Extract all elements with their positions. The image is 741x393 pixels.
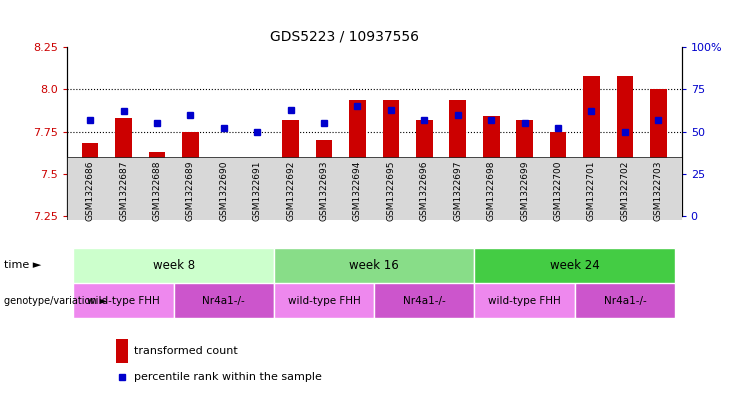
Text: GSM1322698: GSM1322698 xyxy=(487,160,496,221)
Bar xyxy=(149,152,165,216)
Bar xyxy=(382,99,399,216)
Text: GSM1322702: GSM1322702 xyxy=(620,160,629,221)
Bar xyxy=(116,339,128,362)
Text: GSM1322693: GSM1322693 xyxy=(319,160,328,221)
Text: transformed count: transformed count xyxy=(134,346,238,356)
Text: week 16: week 16 xyxy=(349,259,399,272)
Bar xyxy=(483,116,499,216)
Bar xyxy=(349,99,366,216)
Bar xyxy=(474,248,675,283)
Text: GDS5223 / 10937556: GDS5223 / 10937556 xyxy=(270,29,419,43)
Text: GSM1322690: GSM1322690 xyxy=(219,160,228,221)
Bar xyxy=(575,283,675,318)
Bar xyxy=(274,248,474,283)
Text: wild-type FHH: wild-type FHH xyxy=(87,296,160,306)
Text: GSM1322703: GSM1322703 xyxy=(654,160,662,221)
Text: GSM1322697: GSM1322697 xyxy=(453,160,462,221)
Text: GSM1322689: GSM1322689 xyxy=(186,160,195,221)
Bar xyxy=(216,160,232,216)
Bar xyxy=(650,90,667,216)
Text: wild-type FHH: wild-type FHH xyxy=(488,296,561,306)
Text: week 24: week 24 xyxy=(550,259,599,272)
Bar xyxy=(416,120,433,216)
Text: time ►: time ► xyxy=(4,260,41,270)
Bar xyxy=(474,283,575,318)
Bar xyxy=(282,120,299,216)
Bar xyxy=(182,132,199,216)
Bar xyxy=(316,140,333,216)
Text: GSM1322688: GSM1322688 xyxy=(153,160,162,221)
Bar xyxy=(449,99,466,216)
Text: GSM1322700: GSM1322700 xyxy=(554,160,562,221)
Text: GSM1322694: GSM1322694 xyxy=(353,160,362,221)
Bar xyxy=(73,283,173,318)
Text: GSM1322699: GSM1322699 xyxy=(520,160,529,221)
Bar xyxy=(249,201,265,216)
Text: GSM1322695: GSM1322695 xyxy=(386,160,396,221)
Bar xyxy=(274,283,374,318)
Bar xyxy=(583,76,599,216)
Text: week 8: week 8 xyxy=(153,259,195,272)
Text: wild-type FHH: wild-type FHH xyxy=(288,296,360,306)
Text: Nr4a1-/-: Nr4a1-/- xyxy=(202,296,245,306)
Text: percentile rank within the sample: percentile rank within the sample xyxy=(134,372,322,382)
Bar xyxy=(550,132,566,216)
Bar xyxy=(115,118,132,216)
Text: GSM1322692: GSM1322692 xyxy=(286,160,295,221)
Text: Nr4a1-/-: Nr4a1-/- xyxy=(403,296,446,306)
Text: GSM1322686: GSM1322686 xyxy=(86,160,95,221)
Bar xyxy=(82,143,99,216)
Text: GSM1322687: GSM1322687 xyxy=(119,160,128,221)
Text: genotype/variation ►: genotype/variation ► xyxy=(4,296,107,306)
Bar xyxy=(617,76,634,216)
Bar xyxy=(374,283,474,318)
Text: GSM1322701: GSM1322701 xyxy=(587,160,596,221)
Bar xyxy=(173,283,274,318)
Text: GSM1322696: GSM1322696 xyxy=(420,160,429,221)
Text: Nr4a1-/-: Nr4a1-/- xyxy=(603,296,646,306)
Bar xyxy=(516,120,533,216)
Text: GSM1322691: GSM1322691 xyxy=(253,160,262,221)
Bar xyxy=(73,248,274,283)
